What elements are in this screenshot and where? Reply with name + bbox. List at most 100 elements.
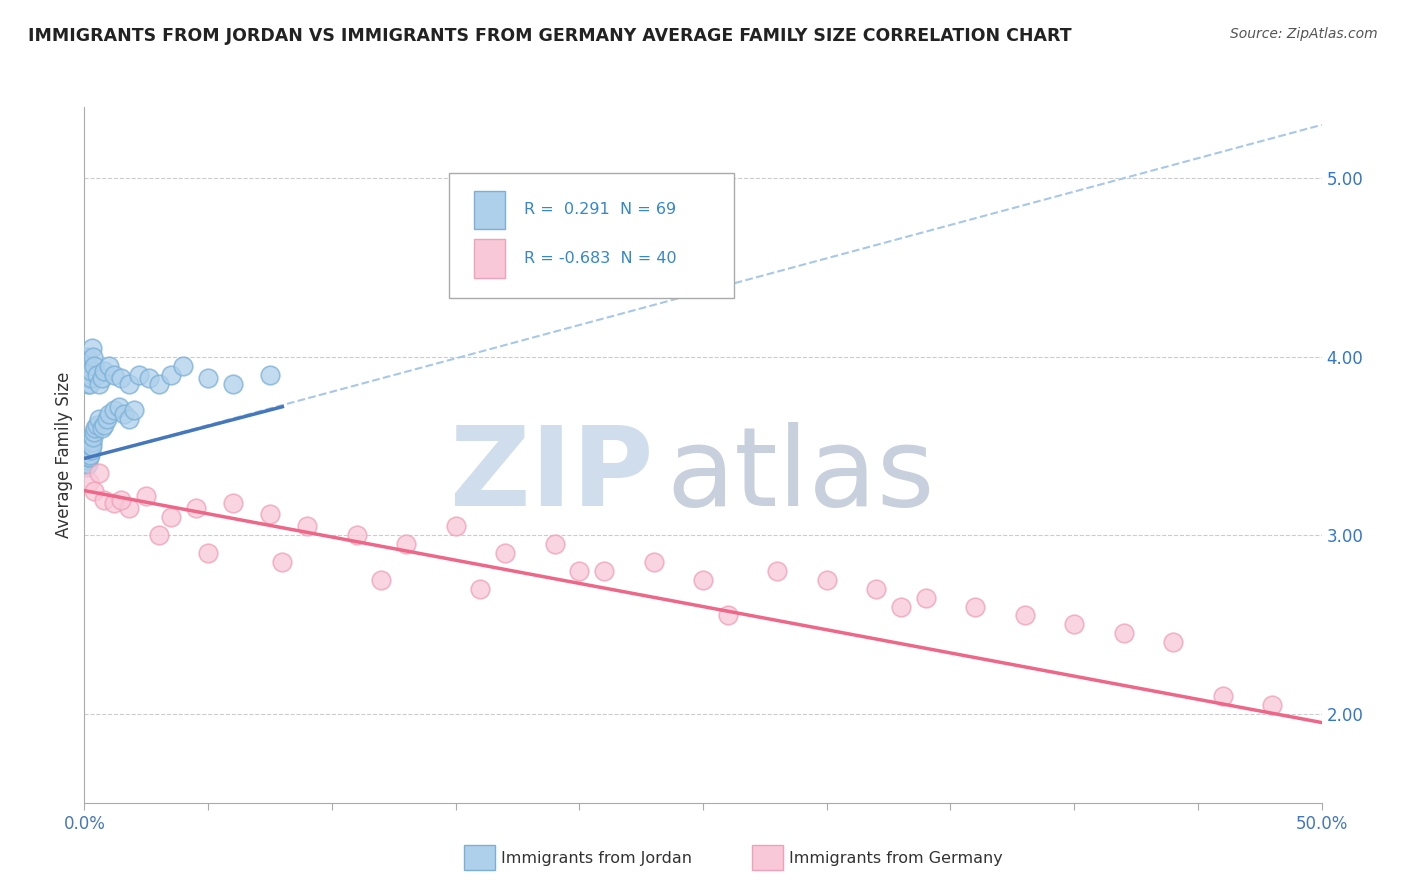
Point: [148, 528, 170, 542]
Point: [84, 421, 107, 435]
Point: [112, 407, 135, 421]
Point: [148, 376, 170, 391]
Point: [543, 537, 565, 551]
Point: [122, 403, 145, 417]
Point: [76, 350, 98, 364]
Point: [222, 376, 245, 391]
Point: [138, 371, 160, 385]
Point: [98, 407, 121, 421]
Point: [815, 573, 838, 587]
Point: [103, 368, 125, 382]
Point: [103, 403, 125, 417]
Point: [80, 439, 103, 453]
Point: [197, 371, 219, 385]
Point: [103, 496, 125, 510]
Point: [76, 451, 98, 466]
Point: [93, 417, 115, 432]
Text: atlas: atlas: [666, 422, 935, 529]
Point: [76, 448, 98, 462]
Point: [96, 412, 118, 426]
Point: [1261, 698, 1284, 712]
Y-axis label: Average Family Size: Average Family Size: [55, 372, 73, 538]
Point: [197, 546, 219, 560]
Point: [79, 448, 101, 462]
Point: [82, 430, 104, 444]
Point: [75, 448, 97, 462]
Point: [77, 442, 100, 457]
Point: [890, 599, 912, 614]
Point: [75, 460, 97, 475]
Text: R =  0.291  N = 69: R = 0.291 N = 69: [523, 202, 676, 217]
Point: [1112, 626, 1135, 640]
Point: [79, 439, 101, 453]
Point: [79, 364, 101, 378]
Point: [370, 573, 392, 587]
Point: [118, 412, 141, 426]
Point: [295, 519, 318, 533]
Point: [259, 368, 281, 382]
Point: [692, 573, 714, 587]
Point: [80, 442, 103, 457]
Text: ZIP: ZIP: [450, 422, 654, 529]
Text: R = -0.683  N = 40: R = -0.683 N = 40: [523, 252, 676, 266]
Point: [86, 417, 108, 432]
Point: [643, 555, 665, 569]
Point: [93, 364, 115, 378]
Point: [77, 444, 100, 458]
FancyBboxPatch shape: [474, 191, 505, 229]
Point: [568, 564, 591, 578]
Point: [89, 412, 111, 426]
Point: [83, 425, 105, 439]
Point: [135, 489, 157, 503]
Point: [79, 368, 101, 382]
Point: [118, 501, 141, 516]
Point: [80, 435, 103, 450]
Point: [83, 359, 105, 373]
Point: [75, 457, 97, 471]
Point: [494, 546, 516, 560]
Point: [395, 537, 418, 551]
Point: [79, 430, 101, 444]
Point: [593, 564, 616, 578]
Point: [160, 368, 183, 382]
Point: [80, 371, 103, 385]
Point: [444, 519, 467, 533]
Point: [76, 457, 98, 471]
Text: IMMIGRANTS FROM JORDAN VS IMMIGRANTS FROM GERMANY AVERAGE FAMILY SIZE CORRELATIO: IMMIGRANTS FROM JORDAN VS IMMIGRANTS FRO…: [28, 27, 1071, 45]
Point: [93, 492, 115, 507]
Point: [222, 496, 245, 510]
Point: [1212, 689, 1234, 703]
Point: [110, 492, 132, 507]
Point: [259, 507, 281, 521]
Point: [965, 599, 987, 614]
Point: [77, 439, 100, 453]
Point: [160, 510, 183, 524]
Point: [1161, 635, 1184, 649]
Point: [90, 371, 112, 385]
Point: [184, 501, 207, 516]
Point: [79, 475, 101, 489]
Point: [717, 608, 740, 623]
Point: [271, 555, 294, 569]
Point: [76, 450, 98, 464]
FancyBboxPatch shape: [474, 239, 505, 277]
Point: [82, 350, 104, 364]
Point: [79, 442, 101, 457]
Point: [79, 450, 101, 464]
Point: [77, 371, 100, 385]
Point: [90, 421, 112, 435]
Point: [77, 359, 100, 373]
Point: [80, 341, 103, 355]
Point: [83, 483, 105, 498]
Point: [75, 453, 97, 467]
Point: [79, 435, 101, 450]
Point: [80, 439, 103, 453]
Point: [89, 466, 111, 480]
Point: [98, 359, 121, 373]
Point: [865, 582, 887, 596]
Point: [470, 582, 492, 596]
Point: [1014, 608, 1036, 623]
Point: [118, 376, 141, 391]
Point: [76, 376, 98, 391]
Point: [76, 368, 98, 382]
